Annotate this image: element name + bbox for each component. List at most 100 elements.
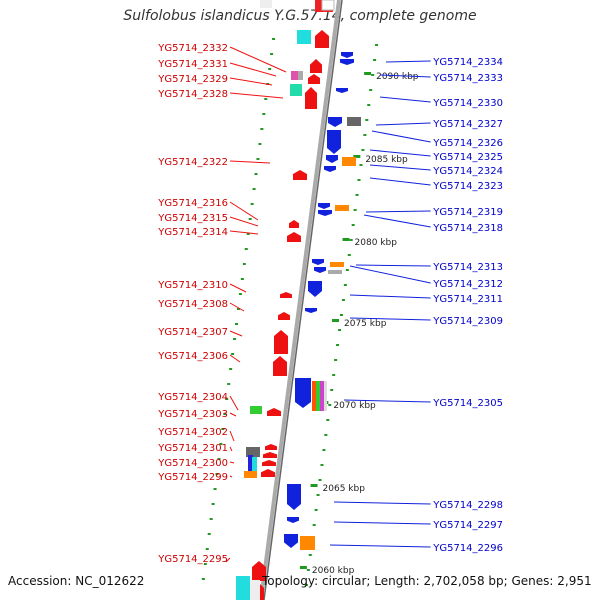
right-guide-dot xyxy=(304,584,308,586)
reverse-gene-arrow xyxy=(284,534,298,548)
forward-gene-arrow xyxy=(274,330,288,354)
reverse-gene-arrow xyxy=(287,484,301,510)
backbone-line xyxy=(259,0,341,600)
left-guide-dot xyxy=(252,188,256,190)
reverse-gene-label: YG5714_2327 xyxy=(432,119,503,130)
forward-gene-leader xyxy=(229,230,259,235)
forward-gene-arrow xyxy=(278,312,290,320)
left-guide-dot xyxy=(235,323,239,325)
forward-gene-label: YG5714_2299 xyxy=(157,472,228,483)
right-guide-dot xyxy=(349,239,353,241)
left-guide-dot xyxy=(209,518,213,520)
right-guide-dot xyxy=(345,269,349,271)
accession-label: Accession: NC_012622 xyxy=(8,574,145,588)
forward-gene-label: YG5714_2329 xyxy=(157,74,228,85)
forward-gene-label: YG5714_2307 xyxy=(157,327,228,338)
reverse-gene-leader xyxy=(365,210,431,213)
left-guide-dot xyxy=(264,98,268,100)
left-guide-dot xyxy=(268,68,272,70)
left-guide-dot xyxy=(231,353,235,355)
right-guide-dot xyxy=(373,59,377,61)
left-guide-dot xyxy=(270,53,274,55)
kbp-label: 2090 kbp xyxy=(376,72,419,82)
forward-gene-label: YG5714_2328 xyxy=(157,89,228,100)
reverse-gene-block xyxy=(342,157,356,166)
forward-gene-block xyxy=(248,455,253,471)
left-guide-dot xyxy=(262,113,266,115)
kbp-label: 2080 kbp xyxy=(355,238,398,248)
left-guide-dot xyxy=(205,548,209,550)
forward-gene-block xyxy=(246,447,260,457)
forward-gene-label: YG5714_2310 xyxy=(157,280,228,291)
right-guide-dot xyxy=(355,194,359,196)
forward-gene-block xyxy=(250,580,260,600)
left-guide-dot xyxy=(225,398,229,400)
forward-gene-arrow xyxy=(280,292,292,298)
kbp-label: 2070 kbp xyxy=(333,401,376,411)
right-guide-dot xyxy=(308,554,312,556)
forward-gene-leader xyxy=(229,160,271,164)
kbp-tick xyxy=(353,155,361,158)
forward-gene-leader xyxy=(229,395,239,411)
reverse-gene-block xyxy=(330,262,344,267)
forward-gene-leader xyxy=(229,461,235,464)
reverse-gene-label: YG5714_2312 xyxy=(432,279,503,290)
forward-gene-arrow xyxy=(293,170,307,180)
kbp-tick xyxy=(299,566,307,569)
reverse-gene-label: YG5714_2330 xyxy=(432,98,503,109)
forward-gene-leader xyxy=(229,446,233,452)
forward-gene-arrow xyxy=(262,460,276,466)
reverse-gene-leader xyxy=(371,130,431,143)
reverse-gene-arrow xyxy=(324,166,336,172)
forward-gene-leader xyxy=(225,557,231,563)
right-guide-dot xyxy=(316,494,320,496)
forward-gene-block xyxy=(236,576,250,600)
reverse-gene-label: YG5714_2309 xyxy=(432,316,503,327)
right-guide-dot xyxy=(361,149,365,151)
forward-gene-block xyxy=(290,84,302,96)
forward-gene-arrow xyxy=(287,232,301,242)
left-guide-dot xyxy=(256,158,260,160)
left-guide-dot xyxy=(229,368,233,370)
right-guide-dot xyxy=(353,209,357,211)
reverse-gene-arrow xyxy=(340,59,354,65)
right-guide-dot xyxy=(326,419,330,421)
left-guide-dot xyxy=(244,248,248,250)
left-guide-dot xyxy=(217,458,221,460)
map-title: Sulfolobus islandicus Y.G.57.14, complet… xyxy=(123,8,477,24)
reverse-gene-arrow xyxy=(295,378,311,408)
left-guide-dot xyxy=(238,293,242,295)
forward-gene-label: YG5714_2301 xyxy=(157,443,228,454)
reverse-gene-arrow xyxy=(328,117,342,127)
forward-gene-arrow xyxy=(267,408,281,416)
forward-gene-block xyxy=(291,71,303,80)
backbone-edge xyxy=(263,0,343,600)
reverse-gene-block xyxy=(324,381,327,411)
reverse-gene-label: YG5714_2326 xyxy=(432,138,503,149)
left-guide-dot xyxy=(201,578,205,580)
kbp-label: 2065 kbp xyxy=(323,484,366,494)
right-guide-dot xyxy=(341,299,345,301)
reverse-gene-label: YG5714_2296 xyxy=(432,543,503,554)
forward-gene-label: YG5714_2306 xyxy=(157,351,228,362)
forward-gene-label: YG5714_2332 xyxy=(157,43,228,54)
right-guide-dot xyxy=(306,569,310,571)
right-guide-dot xyxy=(322,449,326,451)
reverse-gene-arrow xyxy=(341,52,353,58)
reverse-gene-label: YG5714_2298 xyxy=(432,500,503,511)
forward-gene-leader xyxy=(229,412,237,417)
forward-gene-leader xyxy=(229,201,259,221)
reverse-gene-arrow xyxy=(305,308,317,313)
right-guide-dot xyxy=(371,74,375,76)
right-guide-dot xyxy=(367,104,371,106)
forward-gene-arrow xyxy=(289,220,299,228)
kbp-label: 2075 kbp xyxy=(344,319,387,329)
right-guide-dot xyxy=(336,344,340,346)
reverse-gene-block xyxy=(347,117,361,126)
forward-gene-leader xyxy=(229,430,235,442)
reverse-gene-arrow xyxy=(326,155,338,163)
reverse-gene-block xyxy=(316,381,320,411)
right-guide-dot xyxy=(339,314,343,316)
reverse-gene-arrow xyxy=(314,267,326,273)
